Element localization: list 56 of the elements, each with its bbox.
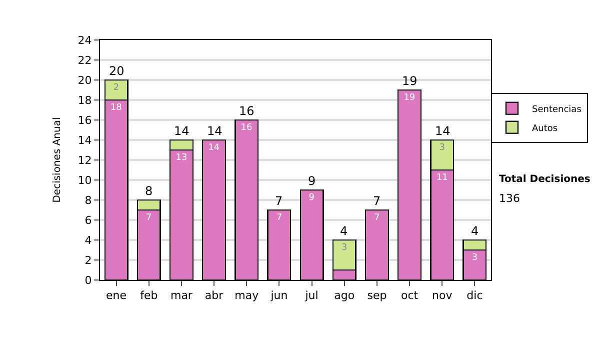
y-axis-title: Decisiones Anual [52,117,63,203]
x-tick-label: oct [400,289,419,302]
data-label: 3 [342,243,348,253]
data-label: 7 [374,213,380,223]
data-label: 9 [308,193,315,203]
y-tick-label: 16 [78,114,92,127]
x-tick-label: jul [304,289,318,302]
y-tick-label: 22 [78,54,92,67]
y-tick-label: 20 [78,74,92,87]
total-label: 14 [435,124,450,138]
total-label: 20 [109,64,124,78]
data-label: 7 [276,213,282,223]
text: Total Decisiones [499,174,590,185]
total-label: 9 [308,174,316,188]
x-tick-label: abr [204,289,224,302]
x-tick-label: ago [334,289,355,302]
x-tick-label: feb [140,289,158,302]
total-label: 8 [145,184,153,198]
legend-label: Autos [532,124,558,134]
data-label: 3 [439,143,445,153]
total-label: 4 [340,224,348,238]
data-label: 2 [113,83,120,93]
data-label: 13 [176,153,188,163]
total-label: 7 [275,194,283,208]
x-tick-label: sep [367,289,387,302]
x-tick-label: dic [466,289,483,302]
total-label: 14 [174,124,190,138]
x-tick-label: jun [270,289,288,302]
y-tick-label: 14 [78,134,92,147]
y-tick-label: 4 [84,234,92,247]
data-label: 18 [110,103,122,113]
total-label: 4 [471,224,479,238]
x-tick-label: mar [170,289,193,302]
y-tick-label: 10 [78,174,92,187]
y-tick-label: 12 [78,154,92,167]
total-label: 7 [373,194,381,208]
data-label: 14 [208,143,220,153]
data-label: 19 [404,93,416,103]
data-label: 11 [436,173,448,183]
total-label: 16 [239,104,254,118]
data-label: 3 [472,253,478,263]
x-tick-label: may [234,289,260,302]
text: 136 [499,192,520,205]
total-label: 14 [207,124,222,138]
y-tick-label: 0 [84,274,92,287]
data-label: 7 [146,213,152,223]
x-tick-label: ene [106,289,127,302]
y-tick-label: 24 [78,34,92,47]
legend-label: Sentencias [532,104,582,115]
y-tick-label: 18 [78,94,92,107]
y-tick-label: 2 [84,254,92,267]
y-tick-label: 6 [84,214,92,227]
x-tick-label: nov [432,289,453,302]
total-label: 19 [402,74,418,88]
y-tick-label: 8 [84,194,92,207]
data-label: 16 [240,123,252,133]
